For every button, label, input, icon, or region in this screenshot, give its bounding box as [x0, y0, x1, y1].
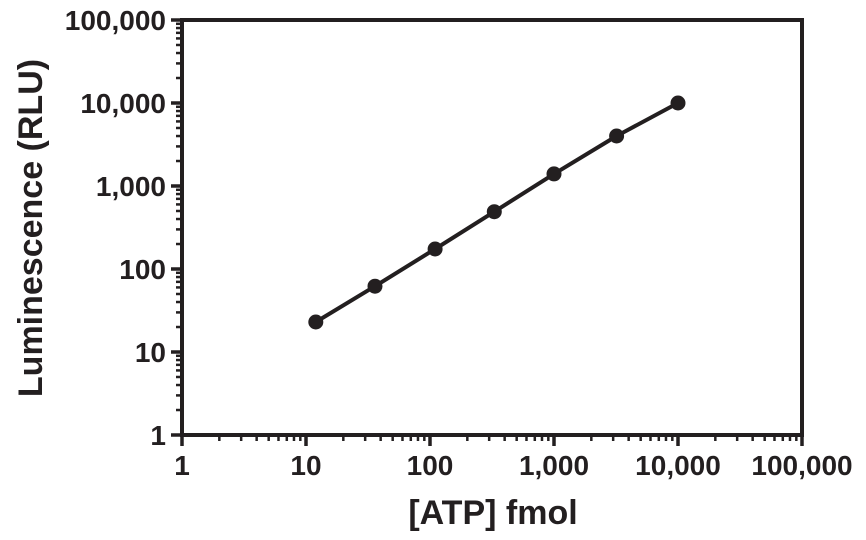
data-point	[609, 128, 625, 144]
plot-layer: 1 10 100 1,000 10,000 100,000 1 10 100 1,000 10,00…	[65, 5, 853, 481]
x-tick-label: 1	[174, 450, 190, 481]
data-point	[308, 314, 324, 330]
data-point	[427, 241, 443, 257]
y-axis-title: Luminescence (RLU)	[12, 59, 50, 397]
y-tick-label: 1,000	[96, 171, 166, 202]
x-tick-label: 100,000	[751, 450, 852, 481]
y-tick-label: 10	[135, 337, 166, 368]
x-tick-label: 100	[407, 450, 454, 481]
y-tick-label: 100,000	[65, 5, 166, 36]
y-tick-label: 10,000	[80, 88, 166, 119]
data-point	[367, 278, 383, 294]
data-point	[670, 95, 686, 111]
data-point	[546, 166, 562, 182]
y-tick-label: 100	[119, 254, 166, 285]
x-axis-title: [ATP] fmol	[408, 494, 577, 532]
x-tick-label: 10,000	[635, 450, 721, 481]
x-tick-label: 10	[290, 450, 321, 481]
x-tick-label: 1,000	[519, 450, 589, 481]
y-tick-label: 1	[150, 420, 166, 451]
data-point	[486, 204, 502, 220]
